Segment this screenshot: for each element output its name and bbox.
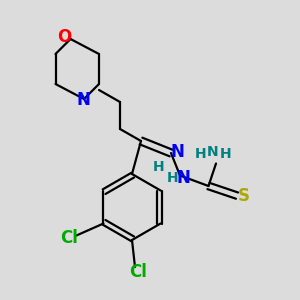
Text: N: N [207, 145, 219, 158]
Text: H: H [220, 147, 231, 160]
Text: Cl: Cl [129, 263, 147, 281]
Text: H: H [195, 147, 206, 160]
Text: H: H [167, 171, 178, 185]
Text: Cl: Cl [60, 229, 78, 247]
Text: N: N [177, 169, 190, 187]
Text: S: S [238, 187, 250, 205]
Text: H: H [153, 160, 164, 174]
Text: N: N [171, 143, 184, 161]
Text: N: N [76, 91, 90, 109]
Text: O: O [57, 28, 71, 46]
